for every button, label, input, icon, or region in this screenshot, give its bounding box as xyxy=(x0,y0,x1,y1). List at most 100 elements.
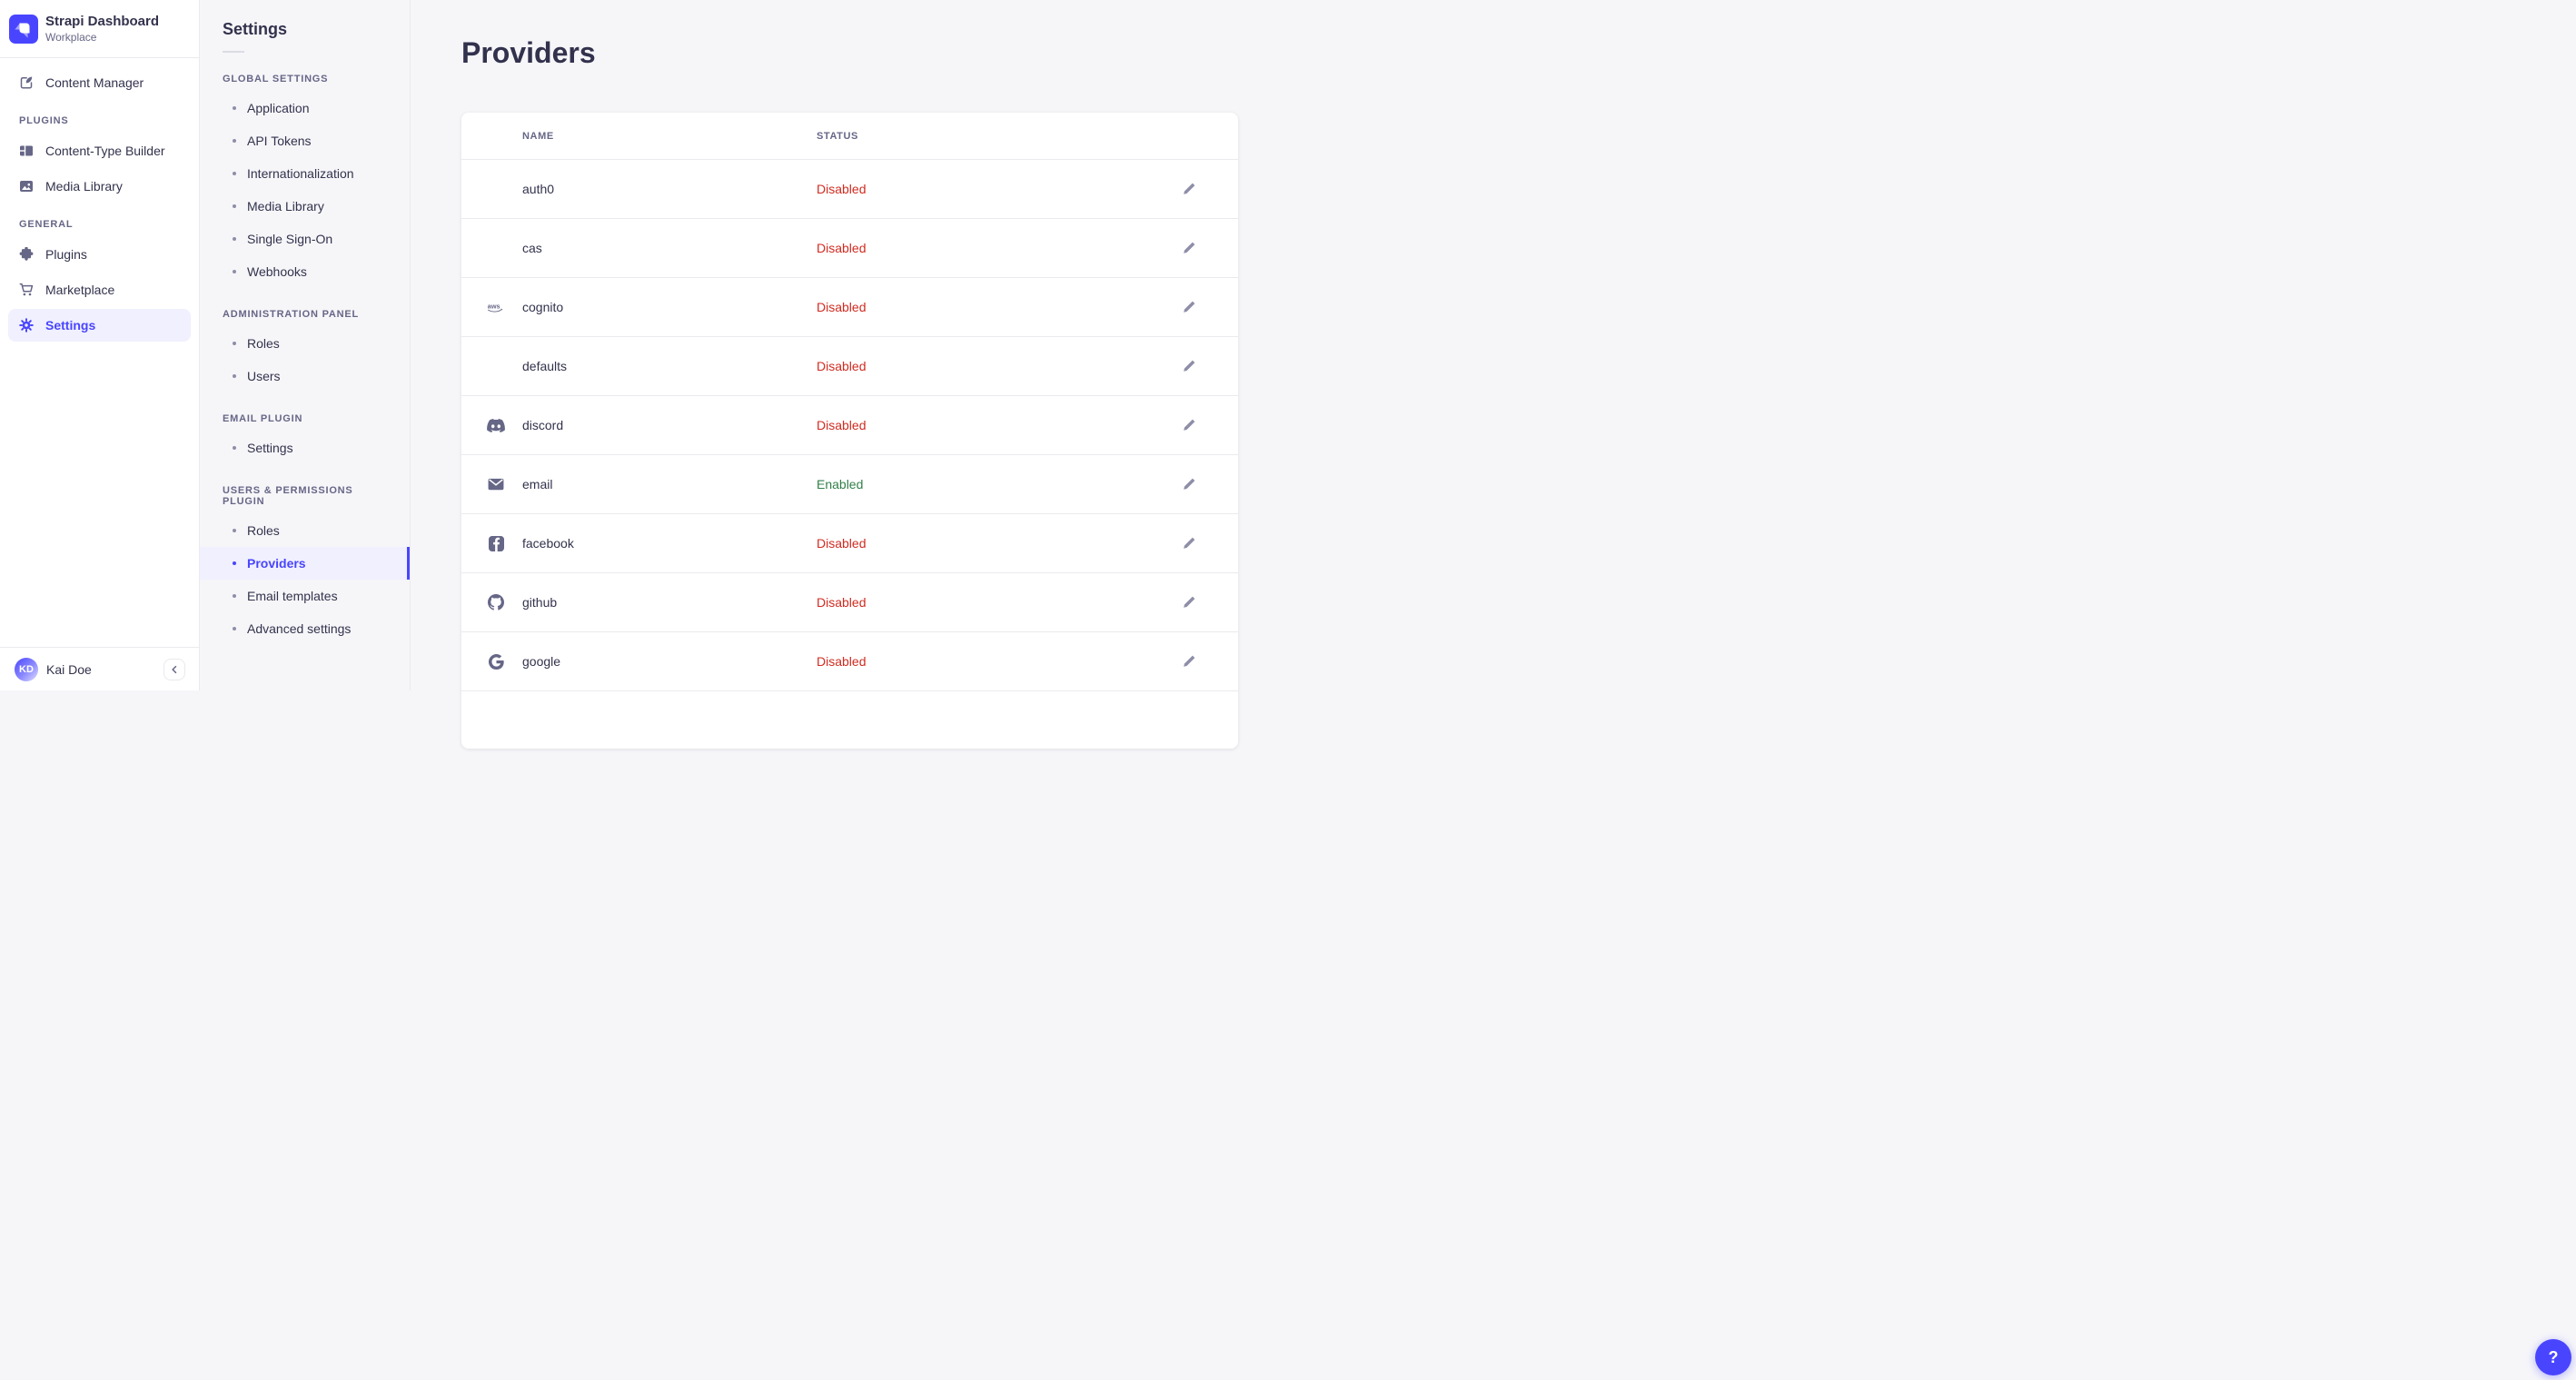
subnav-item-up-roles[interactable]: Roles xyxy=(200,514,410,547)
sidebar-footer: KD Kai Doe xyxy=(0,647,199,690)
cart-icon xyxy=(19,283,34,297)
bullet-dot xyxy=(233,106,236,110)
bullet-dot xyxy=(233,204,236,208)
icon-spacer xyxy=(487,239,505,257)
sidebar-item-label: Settings xyxy=(45,318,96,333)
provider-name: auth0 xyxy=(522,182,555,196)
subnav-item-label: Providers xyxy=(247,556,306,571)
subnav-title: Settings xyxy=(223,20,288,38)
subnav-item-internationalization[interactable]: Internationalization xyxy=(200,157,410,190)
subnav-item-single-sign-on[interactable]: Single Sign-On xyxy=(200,223,410,255)
bullet-dot xyxy=(233,139,236,143)
main-content: Providers NAME STATUS auth0 Disabled cas… xyxy=(411,0,1288,749)
edit-provider-button[interactable] xyxy=(1182,300,1196,314)
layout-icon xyxy=(19,144,34,158)
pencil-icon xyxy=(1184,419,1195,431)
table-row: cas Disabled xyxy=(461,219,1238,278)
sidebar-item-settings[interactable]: Settings xyxy=(8,309,191,342)
puzzle-icon xyxy=(19,247,34,262)
column-header-name: NAME xyxy=(522,130,554,142)
help-button[interactable]: ? xyxy=(2535,1339,2571,1375)
subnav-item-label: Email templates xyxy=(247,589,338,603)
subnav-section-users-permissions-plugin: USERS & PERMISSIONS PLUGIN xyxy=(223,485,353,507)
sidebar-item-label: Marketplace xyxy=(45,283,115,297)
pencil-icon xyxy=(1184,596,1195,608)
subnav-item-email-settings[interactable]: Settings xyxy=(200,432,410,464)
subnav-item-admin-roles[interactable]: Roles xyxy=(200,327,410,360)
providers-table: NAME STATUS auth0 Disabled cas Disabled … xyxy=(461,113,1238,749)
avatar[interactable]: KD xyxy=(15,657,38,681)
question-mark-icon: ? xyxy=(2548,1347,2559,1366)
subnav-item-webhooks[interactable]: Webhooks xyxy=(200,255,410,288)
subnav-item-email-templates[interactable]: Email templates xyxy=(200,580,410,612)
bullet-dot xyxy=(233,627,236,630)
sidebar-item-content-manager[interactable]: Content Manager xyxy=(8,66,191,99)
sidebar-item-plugins[interactable]: Plugins xyxy=(8,238,191,271)
sidebar-item-media-library[interactable]: Media Library xyxy=(8,170,191,203)
subnav-item-label: Users xyxy=(247,369,281,383)
status-badge: Disabled xyxy=(817,241,867,255)
edit-provider-button[interactable] xyxy=(1182,536,1196,551)
subnav-item-media-library[interactable]: Media Library xyxy=(200,190,410,223)
sidebar-item-content-type-builder[interactable]: Content-Type Builder xyxy=(8,134,191,167)
subnav-item-providers[interactable]: Providers xyxy=(200,547,410,580)
bullet-dot xyxy=(233,342,236,345)
pencil-icon xyxy=(1184,537,1195,549)
subnav-item-label: Advanced settings xyxy=(247,621,352,636)
subnav-item-advanced-settings[interactable]: Advanced settings xyxy=(200,612,410,645)
subnav-divider xyxy=(223,51,244,53)
svg-text:aws: aws xyxy=(488,302,500,310)
pencil-icon xyxy=(1184,360,1195,372)
subnav-item-admin-users[interactable]: Users xyxy=(200,360,410,392)
edit-provider-button[interactable] xyxy=(1182,477,1196,491)
status-badge: Disabled xyxy=(817,536,867,551)
user-name: Kai Doe xyxy=(46,661,92,677)
subnav-item-label: Webhooks xyxy=(247,264,307,279)
table-row: github Disabled xyxy=(461,573,1238,632)
sidebar-item-marketplace[interactable]: Marketplace xyxy=(8,273,191,306)
status-badge: Disabled xyxy=(817,300,867,314)
edit-provider-button[interactable] xyxy=(1182,359,1196,373)
table-header: NAME STATUS xyxy=(461,113,1238,160)
subnav-item-label: Roles xyxy=(247,336,280,351)
page-title: Providers xyxy=(461,36,596,69)
pencil-icon xyxy=(1184,301,1195,313)
table-row: auth0 Disabled xyxy=(461,160,1238,219)
provider-name: defaults xyxy=(522,359,568,373)
primary-sidebar: Strapi Dashboard Workplace Content Manag… xyxy=(0,0,200,690)
edit-provider-button[interactable] xyxy=(1182,418,1196,432)
edit-provider-button[interactable] xyxy=(1182,182,1196,196)
pen-square-icon xyxy=(19,75,34,90)
edit-provider-button[interactable] xyxy=(1182,654,1196,669)
bullet-dot xyxy=(233,561,236,565)
image-icon xyxy=(19,179,34,194)
status-badge: Disabled xyxy=(817,359,867,373)
table-row: defaults Disabled xyxy=(461,337,1238,396)
bullet-dot xyxy=(233,594,236,598)
provider-name: google xyxy=(522,654,561,669)
bullet-dot xyxy=(233,270,236,273)
subnav-item-application[interactable]: Application xyxy=(200,92,410,124)
edit-provider-button[interactable] xyxy=(1182,595,1196,610)
subnav-item-label: Application xyxy=(247,101,310,115)
bullet-dot xyxy=(233,237,236,241)
subnav-section-email-plugin: EMAIL PLUGIN xyxy=(223,413,303,424)
sidebar-item-label: Media Library xyxy=(45,179,123,194)
provider-name: email xyxy=(522,477,553,491)
google-icon xyxy=(487,652,505,670)
status-badge: Enabled xyxy=(817,477,864,491)
collapse-sidebar-button[interactable] xyxy=(163,658,185,680)
pencil-icon xyxy=(1184,183,1195,194)
workspace-title: Strapi Dashboard xyxy=(45,14,160,29)
nav-section-plugins: PLUGINS xyxy=(19,115,69,126)
edit-provider-button[interactable] xyxy=(1182,241,1196,255)
table-row: google Disabled xyxy=(461,632,1238,691)
table-row: discord Disabled xyxy=(461,396,1238,455)
workspace-header[interactable]: Strapi Dashboard Workplace xyxy=(0,0,199,58)
subnav-item-api-tokens[interactable]: API Tokens xyxy=(200,124,410,157)
provider-name: github xyxy=(522,595,558,610)
table-row: facebook Disabled xyxy=(461,514,1238,573)
status-badge: Disabled xyxy=(817,182,867,196)
subnav-section-administration-panel: ADMINISTRATION PANEL xyxy=(223,309,360,320)
status-badge: Disabled xyxy=(817,595,867,610)
